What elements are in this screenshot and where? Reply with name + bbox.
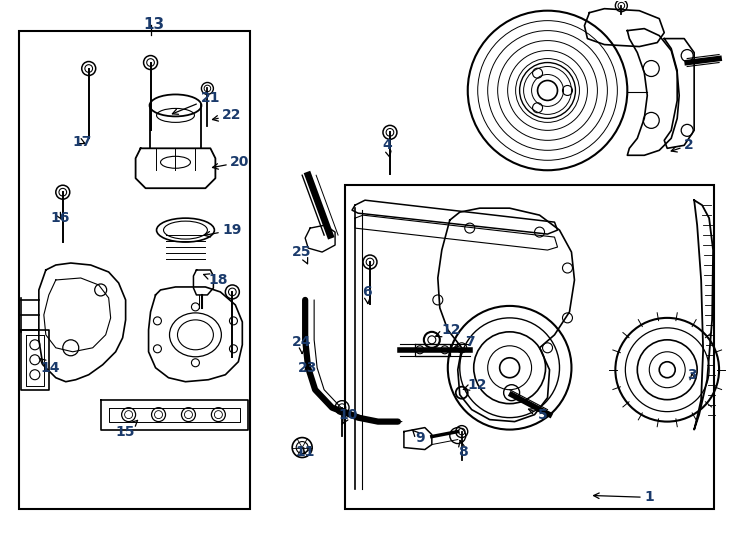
Text: 1: 1 — [594, 490, 654, 504]
Bar — [345, 185, 714, 509]
Text: 13: 13 — [144, 17, 164, 32]
Text: 14: 14 — [39, 358, 60, 375]
Text: 20: 20 — [213, 156, 250, 169]
Text: 6: 6 — [362, 285, 371, 303]
Text: 2: 2 — [671, 138, 694, 152]
Text: 18: 18 — [203, 273, 228, 287]
Text: 10: 10 — [338, 408, 357, 424]
Text: 11: 11 — [295, 444, 315, 458]
Text: 23: 23 — [298, 361, 318, 375]
Text: 21: 21 — [172, 91, 220, 114]
Text: 12: 12 — [436, 323, 461, 337]
Text: 7: 7 — [454, 335, 474, 349]
Text: 22: 22 — [213, 109, 242, 123]
Text: 5: 5 — [528, 408, 548, 422]
Text: 24: 24 — [292, 335, 312, 354]
Text: 9: 9 — [412, 430, 424, 444]
Text: 8: 8 — [458, 440, 468, 458]
Text: 25: 25 — [292, 245, 312, 264]
Text: 15: 15 — [116, 420, 137, 438]
Text: 19: 19 — [205, 223, 241, 237]
Text: 3: 3 — [687, 368, 697, 382]
Bar — [19, 31, 250, 509]
Text: 4: 4 — [382, 138, 392, 157]
Text: 16: 16 — [51, 211, 70, 225]
Text: 17: 17 — [73, 136, 92, 150]
Text: 12: 12 — [463, 377, 487, 392]
